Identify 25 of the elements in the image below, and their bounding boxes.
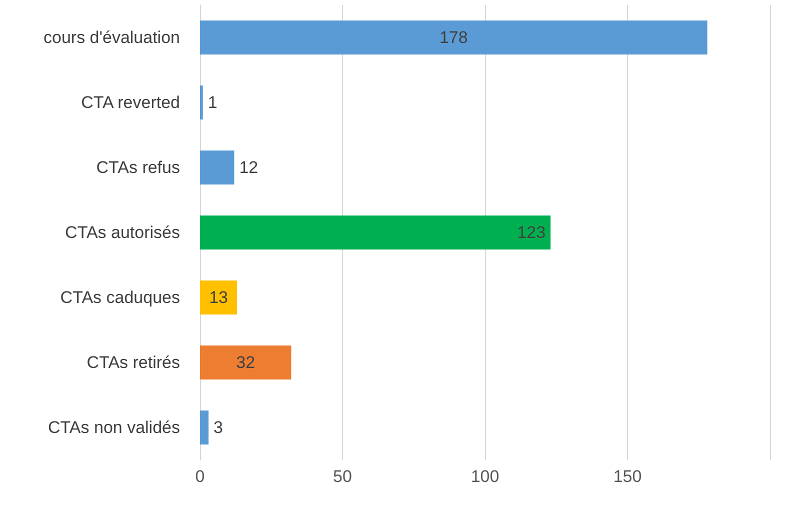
bar	[200, 150, 234, 184]
data-label: 123	[517, 223, 546, 242]
y-tick-label: CTAs retirés	[86, 353, 180, 372]
data-label: 1	[208, 93, 218, 112]
y-tick-label: CTA reverted	[81, 93, 180, 112]
x-tick-label: 150	[613, 467, 642, 486]
bar	[200, 216, 551, 250]
y-tick-label: CTAs refus	[96, 158, 180, 177]
x-tick-label: 50	[333, 467, 352, 486]
y-tick-label: CTAs caduques	[60, 288, 180, 307]
bar	[200, 346, 292, 380]
x-tick-label: 0	[195, 467, 205, 486]
bar	[200, 410, 209, 444]
data-label: 13	[209, 288, 228, 307]
y-tick-label: CTAs autorisés	[65, 223, 180, 242]
y-tick-label: CTAs non validés	[48, 418, 180, 437]
bar	[200, 280, 238, 314]
data-label: 3	[214, 418, 224, 437]
data-label: 12	[239, 158, 258, 177]
data-label: 32	[236, 353, 256, 372]
y-tick-label: cours d'évaluation	[44, 28, 180, 47]
bar	[200, 20, 708, 54]
x-tick-label: 100	[470, 467, 500, 486]
data-label: 178	[439, 28, 468, 47]
bar	[200, 86, 203, 120]
